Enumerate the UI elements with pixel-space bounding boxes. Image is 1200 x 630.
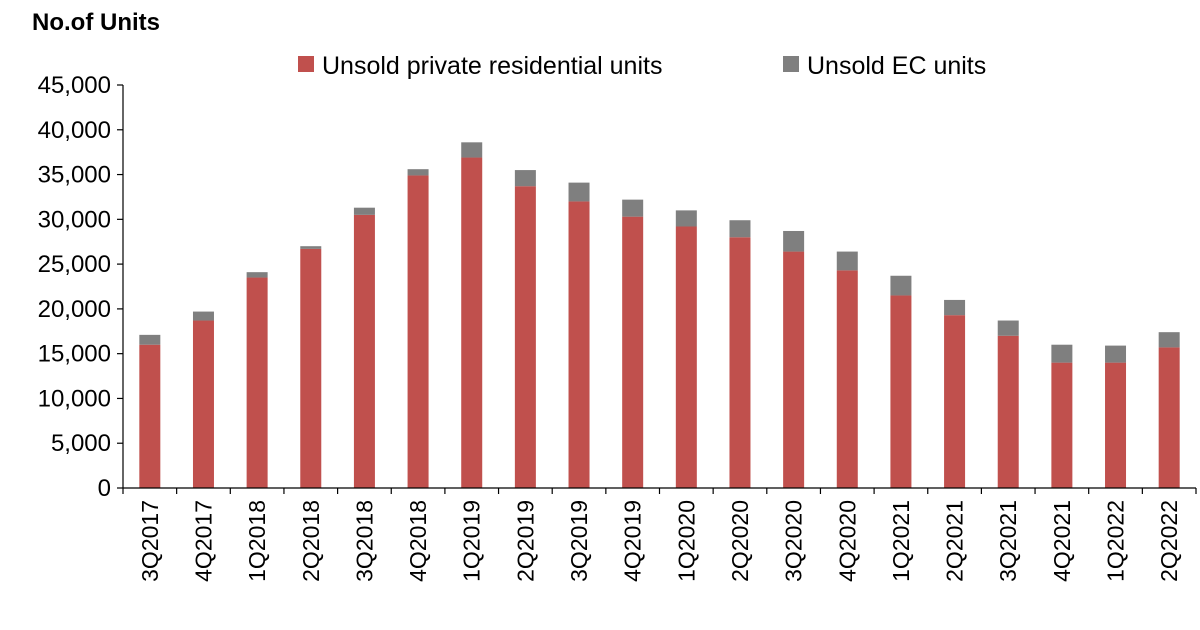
x-tick-label: 2Q2018 <box>298 500 324 582</box>
bar-ec-units <box>944 299 966 316</box>
bar-ec-units <box>783 230 805 252</box>
bar-private-units <box>675 226 697 488</box>
x-tick-label: 3Q2021 <box>995 500 1021 582</box>
y-tick-label: 40,000 <box>38 117 111 144</box>
y-tick-label: 25,000 <box>38 251 111 278</box>
bar-ec-units <box>890 275 912 296</box>
bar-private-units <box>1105 362 1127 488</box>
x-tick-label: 1Q2022 <box>1103 500 1129 582</box>
bar-ec-units <box>192 311 214 321</box>
legend-swatch-ec <box>783 56 799 72</box>
legend-swatch-private <box>298 56 314 72</box>
bar-private-units <box>997 335 1019 488</box>
y-tick-label: 5,000 <box>51 430 111 457</box>
bar-private-units <box>568 201 590 488</box>
bar-private-units <box>1051 362 1073 488</box>
x-tick-label: 4Q2021 <box>1049 500 1075 582</box>
x-tick-label: 3Q2018 <box>351 500 377 582</box>
x-tick-label: 3Q2020 <box>781 500 807 582</box>
bar-private-units <box>944 315 966 488</box>
bar-ec-units <box>836 251 858 271</box>
x-tick-label: 2Q2021 <box>942 500 968 582</box>
x-tick-label: 1Q2018 <box>244 500 270 582</box>
legend-label-ec: Unsold EC units <box>807 52 986 80</box>
bar-private-units <box>514 186 536 488</box>
x-tick-label: 2Q2019 <box>512 500 538 582</box>
bar-private-units <box>783 251 805 488</box>
x-tick-label: 1Q2019 <box>459 500 485 582</box>
bar-private-units <box>461 157 483 489</box>
x-tick-label: 3Q2017 <box>137 500 163 582</box>
bar-ec-units <box>1105 345 1127 363</box>
bar-ec-units <box>139 334 161 345</box>
bar-ec-units <box>353 207 375 215</box>
bar-private-units <box>890 295 912 488</box>
bar-ec-units <box>1158 332 1180 348</box>
bar-ec-units <box>461 142 483 158</box>
y-tick-label: 20,000 <box>38 296 111 323</box>
y-tick-label: 15,000 <box>38 341 111 368</box>
x-tick-label: 3Q2019 <box>566 500 592 582</box>
bar-ec-units <box>407 169 429 176</box>
y-tick-label: 30,000 <box>38 206 111 233</box>
y-tick-label: 0 <box>98 475 111 502</box>
x-tick-label: 4Q2018 <box>405 500 431 582</box>
bar-ec-units <box>997 320 1019 336</box>
x-tick-label: 2Q2020 <box>727 500 753 582</box>
y-tick-label: 35,000 <box>38 162 111 189</box>
x-axis: 3Q2017 4Q2017 1Q2018 2Q2018 3Q2018 4Q2018 1Q20… <box>122 487 1197 582</box>
legend: Unsold private residential units Unsold … <box>298 52 986 80</box>
bar-ec-units <box>568 182 590 202</box>
bar-private-units <box>729 237 751 488</box>
y-axis: 0 5,000 10,000 15,000 20,000 25,000 30,000 35,0… <box>38 72 124 502</box>
bar-ec-units <box>514 170 536 187</box>
bar-ec-units <box>729 220 751 238</box>
bar-private-units <box>1158 347 1180 488</box>
x-tick-label: 4Q2019 <box>620 500 646 582</box>
bar-ec-units <box>1051 344 1073 363</box>
y-axis-title: No.of Units <box>32 9 160 36</box>
legend-label-private: Unsold private residential units <box>322 52 662 80</box>
x-tick-label: 4Q2020 <box>834 500 860 582</box>
bar-private-units <box>622 216 644 488</box>
bar-ec-units <box>300 246 322 249</box>
bar-private-units <box>192 320 214 488</box>
bars <box>139 142 1180 489</box>
bar-ec-units <box>246 272 268 278</box>
bar-private-units <box>300 248 322 488</box>
bar-private-units <box>246 277 268 488</box>
y-tick-label: 10,000 <box>38 385 111 412</box>
bar-ec-units <box>675 210 697 227</box>
x-tick-label: 2Q2022 <box>1156 500 1182 582</box>
x-tick-label: 4Q2017 <box>190 500 216 582</box>
bar-private-units <box>353 214 375 488</box>
x-tick-label: 1Q2020 <box>673 500 699 582</box>
bar-private-units <box>139 344 161 488</box>
bar-private-units <box>836 270 858 488</box>
bar-ec-units <box>622 199 644 217</box>
x-tick-label: 1Q2021 <box>888 500 914 582</box>
bar-private-units <box>407 175 429 488</box>
y-tick-label: 45,000 <box>38 72 111 99</box>
